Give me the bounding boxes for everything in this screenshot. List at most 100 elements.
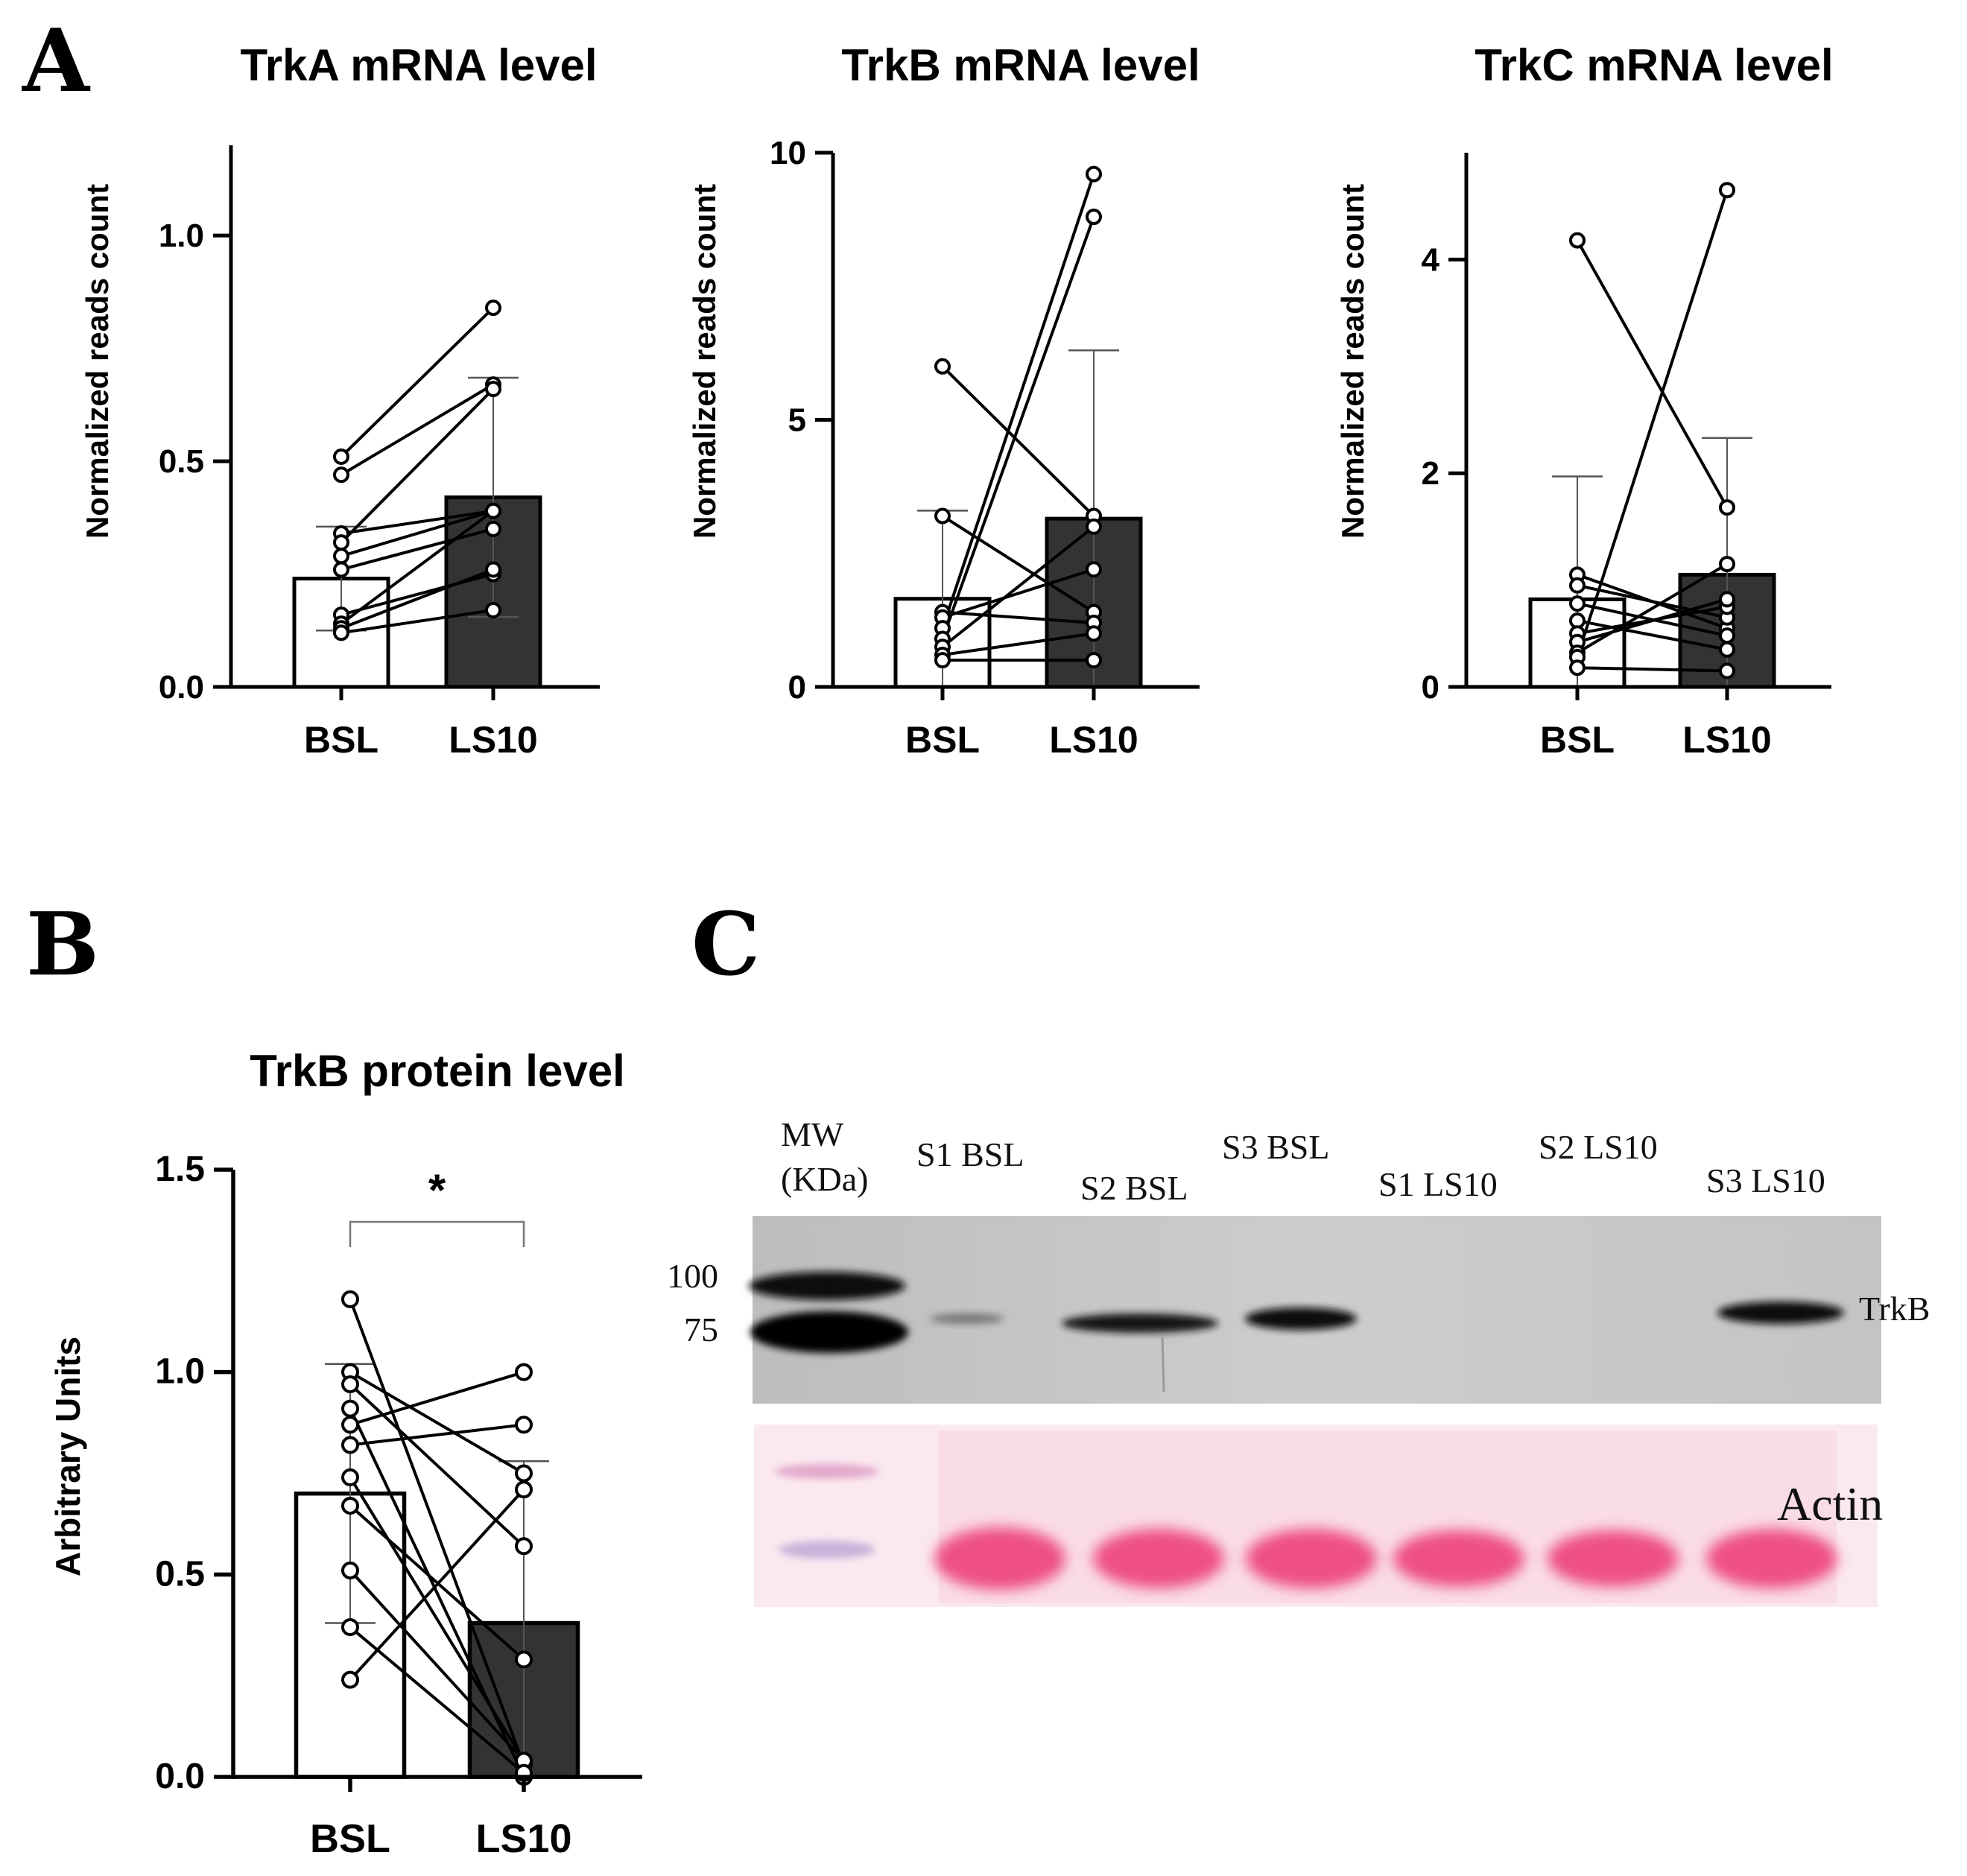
data-point-ls10 [515, 1416, 533, 1434]
data-point-ls10 [1719, 556, 1735, 573]
actin-band-s1-ls10 [1393, 1530, 1524, 1587]
y-axis-label: Normalized reads count [687, 184, 722, 539]
data-point-ls10 [515, 1650, 533, 1669]
data-point-ls10 [1086, 652, 1102, 669]
paired-line [340, 509, 494, 558]
y-tick-label: 0 [1422, 669, 1439, 706]
data-point-bsl [1569, 659, 1586, 676]
significance-marker: * [428, 1165, 446, 1215]
lane-label: S2 BSL [1080, 1169, 1188, 1207]
x-tick-label-bsl: BSL [905, 719, 980, 761]
paired-line [340, 527, 494, 571]
blot-artifact [1161, 1337, 1165, 1392]
data-point-ls10 [515, 1480, 533, 1499]
actin-band-s2-ls10 [1548, 1530, 1679, 1587]
y-axis-label: Arbitrary Units [48, 1337, 87, 1576]
lane-label: S3 LS10 [1706, 1162, 1825, 1200]
paired-line [1576, 189, 1729, 658]
paired-line [349, 1476, 525, 1762]
x-tick-label-ls10: LS10 [1682, 719, 1772, 761]
y-tick-label: 0 [788, 669, 806, 706]
data-point-bsl [341, 1617, 359, 1636]
ladder-stain [779, 1541, 875, 1559]
data-point-ls10 [485, 502, 501, 519]
chart-trka-mrna: TrkA mRNA level Normalized reads count 0… [80, 40, 600, 761]
x-tick-label-ls10: LS10 [1049, 719, 1138, 761]
data-point-ls10 [485, 520, 501, 537]
paired-line [349, 1626, 525, 1775]
data-point-bsl [341, 1436, 359, 1454]
paired-line [349, 1488, 525, 1681]
data-point-ls10 [1086, 625, 1102, 642]
paired-line [340, 609, 494, 635]
data-point-bsl [934, 652, 951, 669]
chart-trkb-mrna: TrkB mRNA level Normalized reads count 0… [687, 40, 1200, 761]
paired-line [942, 568, 1095, 619]
chart-title: TrkB mRNA level [841, 40, 1200, 90]
lane-label: S1 BSL [916, 1135, 1024, 1173]
chart-trkb-protein: TrkB protein level Arbitrary Units 0.0 0.… [48, 1046, 642, 1861]
data-point-ls10 [1086, 209, 1102, 226]
trkb-band-s3-bsl [1245, 1308, 1357, 1330]
data-point-bsl [341, 1496, 359, 1515]
y-axis-label: Normalized reads count [1335, 184, 1370, 539]
data-point-bsl [341, 1670, 359, 1689]
data-point-ls10 [1719, 499, 1735, 516]
paired-line [941, 514, 1095, 614]
data-point-ls10 [485, 381, 501, 398]
lane-label: S1 LS10 [1378, 1165, 1498, 1203]
data-point-ls10 [515, 1464, 533, 1483]
data-point-bsl [333, 561, 349, 578]
paired-line [349, 1569, 525, 1762]
x-tick-label-ls10: LS10 [449, 719, 538, 761]
panel-label-b: B [26, 894, 99, 995]
paired-line [340, 510, 495, 625]
y-tick-label: 1.0 [155, 1352, 205, 1392]
data-point-ls10 [1086, 561, 1102, 578]
paired-line [1576, 239, 1729, 509]
data-point-ls10 [1719, 662, 1735, 679]
paired-line [1577, 598, 1728, 644]
paired-line [941, 174, 1095, 629]
panel-label-c: C [691, 894, 760, 995]
paired-line [941, 216, 1095, 640]
trkb-band-s3-ls10 [1717, 1302, 1844, 1324]
chart-title: TrkC mRNA level [1475, 40, 1833, 90]
chart-title: TrkA mRNA level [240, 40, 597, 90]
lane-label: S3 BSL [1222, 1128, 1329, 1166]
paired-line [340, 383, 495, 476]
x-tick-label-bsl: BSL [310, 1816, 390, 1861]
paired-line [340, 306, 495, 458]
actin-band-s3-ls10 [1706, 1529, 1837, 1588]
y-tick-label: 1.0 [159, 218, 204, 254]
x-tick-label-bsl: BSL [304, 719, 378, 761]
y-tick-label: 0.5 [155, 1554, 205, 1594]
actin-band-s3-bsl [1246, 1529, 1377, 1588]
data-point-bsl [333, 449, 349, 466]
paired-line [349, 1299, 525, 1766]
data-point-bsl [341, 1399, 359, 1418]
data-point-bsl [333, 548, 349, 565]
data-point-ls10 [1719, 627, 1735, 644]
x-tick-label-ls10: LS10 [475, 1816, 571, 1861]
data-point-ls10 [515, 1537, 533, 1556]
band-label-actin: Actin [1777, 1477, 1883, 1530]
marker-label-100: 100 [667, 1257, 718, 1295]
y-tick-label: 10 [770, 135, 806, 171]
ponceau-tint [939, 1430, 1837, 1603]
paired-line [1576, 563, 1729, 654]
paired-line [942, 610, 1095, 624]
trkb-band-s2-bsl [1062, 1313, 1218, 1333]
band-label-trkb: TrkB [1859, 1290, 1930, 1328]
lane-label: S2 LS10 [1539, 1128, 1658, 1166]
x-tick-label-bsl: BSL [1540, 719, 1615, 761]
chart-title: TrkB protein level [250, 1046, 625, 1096]
paired-line [340, 568, 494, 630]
y-tick-label: 2 [1422, 455, 1439, 492]
data-point-bsl [333, 624, 349, 641]
y-tick-label: 5 [788, 402, 806, 439]
y-tick-label: 4 [1422, 241, 1440, 278]
actin-band-s1-bsl [934, 1527, 1065, 1590]
data-point-ls10 [1086, 165, 1102, 183]
ladder-band-75 [750, 1311, 908, 1353]
